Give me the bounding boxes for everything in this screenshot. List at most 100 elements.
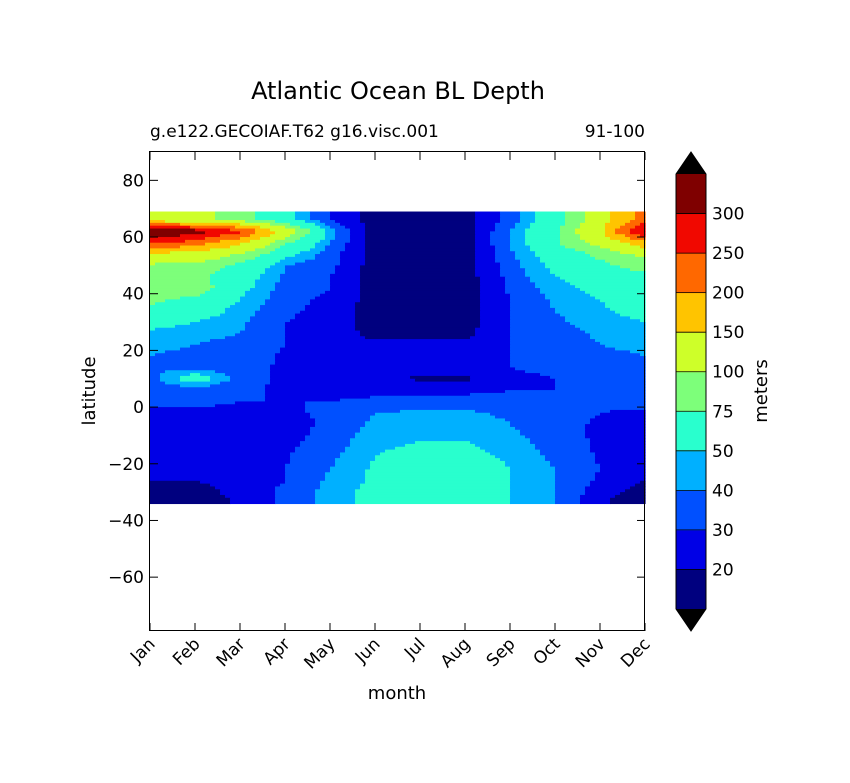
contour-cell bbox=[585, 220, 611, 224]
contour-cell bbox=[480, 310, 511, 315]
contour-cell bbox=[535, 285, 576, 289]
colorbar-swatch bbox=[676, 450, 706, 491]
contour-cell bbox=[150, 268, 221, 272]
contour-cell bbox=[260, 273, 281, 278]
contour-cell bbox=[510, 316, 566, 320]
y-tick-label: −20 bbox=[108, 455, 144, 475]
contour-cell bbox=[505, 279, 531, 283]
y-tick-label: −40 bbox=[108, 511, 144, 531]
contour-cell bbox=[480, 276, 506, 281]
contour-cell bbox=[225, 265, 271, 269]
contour-cell bbox=[255, 228, 271, 232]
contour-cell bbox=[620, 265, 646, 269]
contour-cell bbox=[555, 500, 581, 505]
contour-cell bbox=[510, 466, 556, 471]
contour-cell bbox=[225, 373, 271, 377]
contour-cell bbox=[150, 237, 206, 241]
contour-cell bbox=[550, 268, 631, 272]
contour-cell bbox=[265, 387, 556, 391]
contour-cell bbox=[585, 211, 611, 215]
colorbar-swatch bbox=[676, 174, 706, 215]
contour-cell bbox=[525, 435, 586, 439]
contour-cell bbox=[550, 305, 606, 309]
contour-cell bbox=[355, 313, 481, 317]
contour-cell bbox=[330, 214, 361, 218]
contour-cell bbox=[230, 378, 271, 383]
contour-cell bbox=[160, 375, 181, 380]
contour-cell bbox=[510, 307, 556, 312]
contour-cell bbox=[360, 276, 481, 281]
contour-cell bbox=[510, 228, 526, 232]
contour-cell bbox=[355, 322, 481, 326]
colorbar-swatch bbox=[676, 332, 706, 373]
contour-cell bbox=[150, 435, 306, 439]
contour-cell bbox=[240, 231, 256, 235]
contour-cell bbox=[215, 486, 276, 490]
y-axis-label: latitude bbox=[79, 356, 100, 425]
contour-cell bbox=[565, 245, 601, 249]
contour-cell bbox=[225, 336, 286, 340]
contour-cell bbox=[385, 449, 486, 454]
contour-cell bbox=[540, 449, 591, 454]
contour-cell bbox=[350, 239, 366, 244]
contour-cell bbox=[590, 438, 646, 442]
contour-cell bbox=[150, 276, 211, 281]
contour-cell bbox=[635, 217, 646, 221]
contour-cell bbox=[305, 404, 646, 408]
contour-cell bbox=[495, 225, 516, 230]
contour-cell bbox=[555, 307, 611, 312]
contour-cell bbox=[215, 211, 256, 215]
contour-cell bbox=[290, 234, 306, 238]
contour-cell bbox=[285, 336, 366, 340]
colorbar-swatch bbox=[676, 411, 706, 452]
contour-cell bbox=[475, 239, 491, 244]
contour-cell bbox=[150, 449, 296, 454]
contour-cell bbox=[255, 211, 296, 215]
contour-cell bbox=[150, 262, 156, 266]
contour-cell bbox=[530, 225, 561, 230]
contour-cell bbox=[510, 500, 556, 505]
contour-cell bbox=[520, 262, 546, 266]
contour-cell bbox=[360, 279, 481, 283]
contour-cell bbox=[265, 302, 311, 306]
contour-cell bbox=[545, 293, 591, 298]
contour-cell bbox=[525, 271, 551, 275]
contour-cell bbox=[495, 259, 521, 264]
contour-cell bbox=[235, 401, 306, 405]
contour-cell bbox=[265, 392, 471, 397]
contour-cell bbox=[495, 256, 516, 261]
contour-cell bbox=[510, 237, 526, 241]
contour-cell bbox=[475, 254, 496, 258]
contour-cell bbox=[150, 432, 311, 437]
contour-cell bbox=[510, 361, 646, 366]
contour-cell bbox=[620, 492, 646, 496]
contour-cell bbox=[475, 222, 496, 227]
contour-cell bbox=[325, 475, 366, 479]
contour-cell bbox=[370, 415, 496, 420]
contour-cell bbox=[640, 234, 646, 238]
contour-cell bbox=[540, 452, 596, 456]
contour-cell bbox=[310, 248, 326, 252]
contour-cell bbox=[320, 251, 341, 255]
colorbar-swatch bbox=[676, 490, 706, 531]
contour-cell bbox=[360, 486, 511, 490]
contour-cell bbox=[150, 333, 236, 337]
contour-cell bbox=[285, 463, 336, 468]
contour-cell bbox=[300, 237, 326, 241]
contour-cell bbox=[530, 279, 566, 283]
contour-cell bbox=[580, 222, 606, 227]
chart-title: Atlantic Ocean BL Depth bbox=[251, 77, 545, 105]
contour-cell bbox=[205, 290, 246, 295]
contour-cell bbox=[150, 486, 216, 490]
contour-cell bbox=[365, 251, 476, 255]
contour-cell bbox=[290, 452, 341, 456]
contour-cell bbox=[180, 222, 241, 227]
contour-cell bbox=[150, 375, 161, 380]
contour-cell bbox=[240, 222, 271, 227]
contour-cell bbox=[615, 310, 646, 315]
contour-cell bbox=[270, 378, 416, 383]
contour-cell bbox=[525, 237, 561, 241]
contour-cell bbox=[630, 220, 646, 224]
contour-cell bbox=[485, 449, 541, 454]
contour-cell bbox=[475, 409, 611, 414]
